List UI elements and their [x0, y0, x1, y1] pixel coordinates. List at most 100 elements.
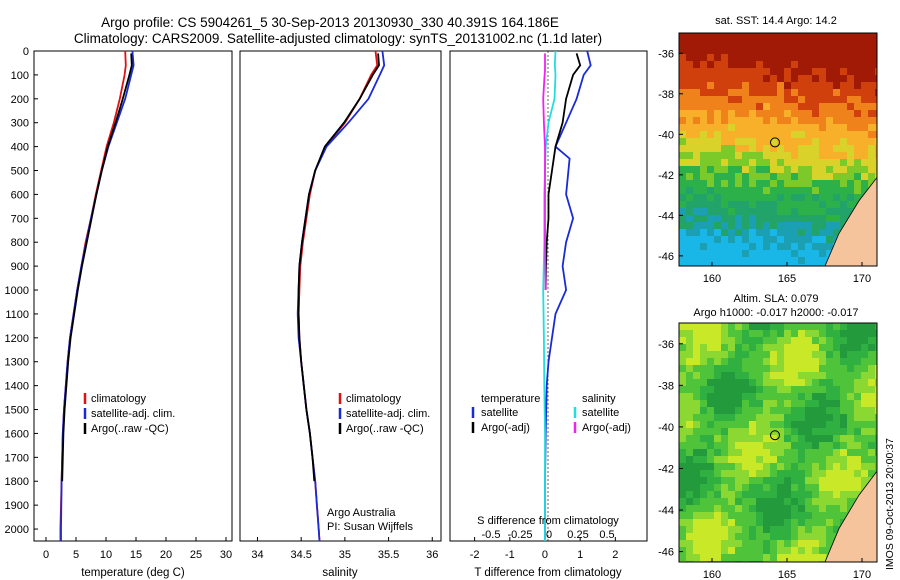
map-cell — [693, 215, 701, 223]
map-cell — [812, 484, 820, 492]
legend-label: Argo(-adj) — [582, 422, 631, 434]
map-cell — [707, 386, 715, 394]
x-tick-label: 35.5 — [378, 549, 399, 561]
map-cell — [763, 110, 771, 118]
map-cell — [854, 61, 862, 69]
map-cell — [742, 484, 750, 492]
map-cell — [735, 463, 743, 471]
map-cell — [728, 201, 736, 209]
map-cell — [833, 40, 841, 48]
map-cell — [686, 365, 694, 373]
map-cell — [791, 386, 799, 394]
map-cell — [826, 215, 834, 223]
map-cell — [763, 547, 771, 555]
map-cell — [861, 68, 869, 76]
map-cell — [679, 68, 687, 76]
map-y-tick-label: -44 — [658, 505, 674, 517]
map-cell — [714, 96, 722, 104]
map-cell — [805, 519, 813, 527]
map-cell — [735, 201, 743, 209]
map-cell — [854, 484, 862, 492]
map-cell — [735, 498, 743, 506]
map-cell — [763, 526, 771, 534]
map-cell — [770, 89, 778, 97]
map-cell — [742, 337, 750, 345]
map-cell — [679, 477, 687, 485]
map-cell — [784, 456, 792, 464]
x-tick-label: 10 — [100, 549, 112, 561]
map-cell — [693, 386, 701, 394]
map-cell — [763, 498, 771, 506]
map-cell — [763, 477, 771, 485]
map-cell — [777, 372, 785, 380]
map-y-tick-label: -40 — [658, 422, 674, 434]
map-cell — [819, 365, 827, 373]
map-cell — [728, 512, 736, 520]
map-y-tick-label: -46 — [658, 251, 674, 263]
map-cell — [784, 131, 792, 139]
map-cell — [875, 386, 877, 394]
map-cell — [707, 250, 715, 258]
map-cell — [693, 264, 701, 266]
map-cell — [756, 463, 764, 471]
map-cell — [728, 68, 736, 76]
map-cell — [826, 526, 834, 534]
map-cell — [805, 442, 813, 450]
map-cell — [686, 82, 694, 90]
map-cell — [833, 229, 841, 237]
map-cell — [756, 103, 764, 111]
map-cell — [770, 547, 778, 555]
map-cell — [679, 215, 687, 223]
map-cell — [854, 89, 862, 97]
map-cell — [833, 222, 841, 230]
map-cell — [721, 40, 729, 48]
map-cell — [812, 540, 820, 548]
map-cell — [833, 89, 841, 97]
map-cell — [756, 372, 764, 380]
map-cell — [777, 484, 785, 492]
map-cell — [784, 194, 792, 202]
map-cell — [707, 407, 715, 415]
map-cell — [763, 250, 771, 258]
map-cell — [756, 257, 764, 265]
map-cell — [784, 484, 792, 492]
map-cell — [714, 414, 722, 422]
map-cell — [798, 421, 806, 429]
map-cell — [833, 208, 841, 216]
map-cell — [714, 138, 722, 146]
map-cell — [770, 236, 778, 244]
map-cell — [749, 145, 757, 153]
map-cell — [728, 351, 736, 359]
map-cell — [875, 152, 877, 160]
map-cell — [777, 512, 785, 520]
map-cell — [826, 365, 834, 373]
map-cell — [742, 344, 750, 352]
map-cell — [742, 554, 750, 562]
map-cell — [700, 152, 708, 160]
map-cell — [728, 243, 736, 251]
map-cell — [847, 131, 855, 139]
map-cell — [868, 393, 876, 401]
map-cell — [805, 208, 813, 216]
map-cell — [770, 554, 778, 562]
map-cell — [700, 554, 708, 562]
map-cell — [749, 498, 757, 506]
map-cell — [693, 540, 701, 548]
map-cell — [805, 407, 813, 415]
map-cell — [714, 187, 722, 195]
map-cell — [679, 351, 687, 359]
map-cell — [707, 330, 715, 338]
map-cell — [763, 145, 771, 153]
map-cell — [798, 208, 806, 216]
map-cell — [819, 547, 827, 555]
map-cell — [875, 47, 877, 55]
map-cell — [791, 428, 799, 436]
map-cell — [847, 159, 855, 167]
map-cell — [861, 159, 869, 167]
map-cell — [735, 68, 743, 76]
map-cell — [770, 540, 778, 548]
map-cell — [714, 358, 722, 366]
map-cell — [693, 435, 701, 443]
map-cell — [798, 498, 806, 506]
